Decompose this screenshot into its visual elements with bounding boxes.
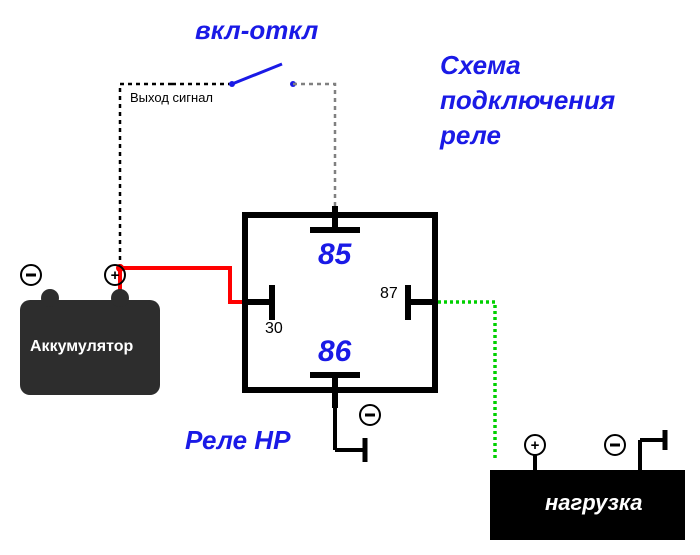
pin85-label: 85 [318,238,351,272]
diagram-canvas: + + [0,0,700,555]
load-plus-symbol: + [531,437,540,454]
load-minus-symbol [610,444,620,447]
wire-signal [120,84,172,268]
pin30-label: 30 [265,320,283,338]
battery-terminal-neg [41,289,59,307]
battery-label: Аккумулятор [30,338,133,356]
wire-switch-to-relay [293,84,335,206]
relay-label: Реле НР [185,425,290,456]
pin86-label: 86 [318,335,351,369]
signal-out-label: Выход сигнал [130,90,213,105]
title-line2: подключения [440,85,615,116]
relay-minus-symbol [365,414,375,417]
pin87-label: 87 [380,285,398,303]
battery-terminal-pos [111,289,129,307]
wire-output-green [438,302,495,460]
battery-plus-symbol: + [111,267,120,284]
battery-minus-symbol [26,274,36,277]
title-line1: Схема [440,50,521,81]
switch-label: вкл-откл [195,15,318,46]
load-label: нагрузка [545,490,643,516]
title-line3: реле [440,120,501,151]
switch-lever [232,64,282,84]
wire-power-red [120,268,242,302]
